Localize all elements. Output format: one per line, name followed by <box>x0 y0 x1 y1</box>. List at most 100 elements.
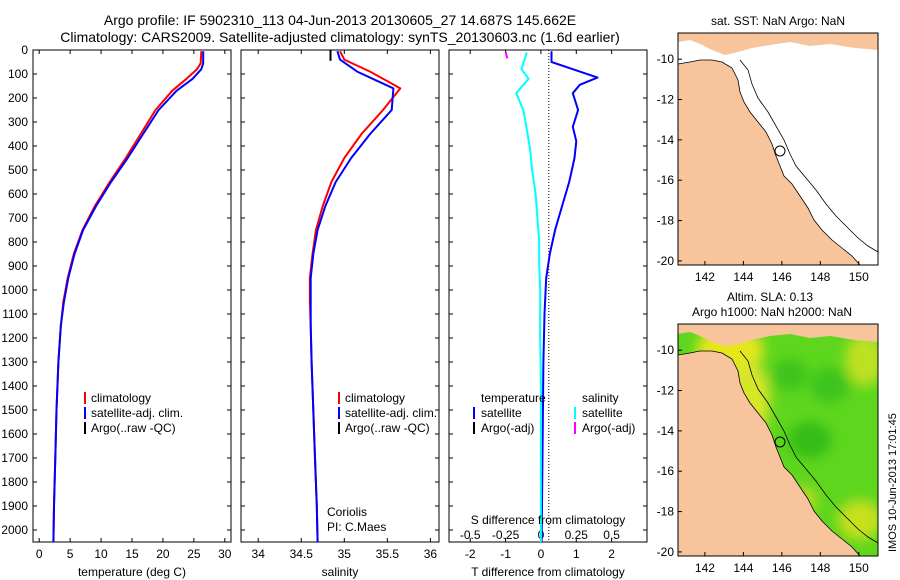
map-bottom-title-line1: Altim. SLA: 0.13 <box>727 290 813 304</box>
map-bottom-frame <box>677 323 879 557</box>
depth-tick-label: 800 <box>8 235 28 249</box>
map-y-tick-label: -14 <box>657 424 675 438</box>
depth-tick-label: 1900 <box>1 499 28 513</box>
legend-heading-salinity: salinity <box>582 391 619 405</box>
map-top-title: sat. SST: NaN Argo: NaN <box>711 14 845 28</box>
legend-label-s-argo: Argo(-adj) <box>582 421 635 435</box>
legend-label-t-satellite: satellite <box>481 406 522 420</box>
x-tick-label: 34.5 <box>290 547 314 561</box>
difference-xlabel-top: S difference from climatology <box>471 513 626 527</box>
map-y-tick-label: -20 <box>657 545 675 559</box>
temperature-legend: climatology satellite-adj. clim. Argo(..… <box>84 391 183 435</box>
map-bottom-argo-marker <box>774 436 786 448</box>
map-top-argo-marker <box>774 145 786 157</box>
map-y-tick-label: -20 <box>657 254 675 268</box>
map-x-tick-label: 148 <box>810 270 830 284</box>
depth-tick-label: 200 <box>8 91 28 105</box>
legend-label-satellite: satellite-adj. clim. <box>91 406 183 420</box>
depth-tick-label: 1000 <box>1 283 28 297</box>
x-tick-label: 10 <box>94 547 108 561</box>
x-tick-label: 0 <box>36 547 43 561</box>
map-y-tick-label: -18 <box>657 214 675 228</box>
map-x-tick-label: 146 <box>772 561 792 575</box>
map-x-tick-label: 142 <box>695 270 715 284</box>
x-tick-label: 35.5 <box>376 547 400 561</box>
x-tick-label: 25 <box>187 547 201 561</box>
map-top-reef-contour <box>739 59 878 253</box>
x-tick-label: 36 <box>424 547 438 561</box>
temperature-series <box>52 51 205 542</box>
x-tick-label: 30 <box>218 547 232 561</box>
series-line-satellite-adj-clim- <box>309 50 395 542</box>
depth-tick-label: 400 <box>8 139 28 153</box>
map-bottom-axes: 142 144 146 148 150 -10 -12 -14 -16 -18 -20 <box>657 343 869 575</box>
series-line-satellite-adj-clim- <box>52 51 205 542</box>
depth-tick-label: 300 <box>8 115 28 129</box>
legend-label-argo: Argo(..raw -QC) <box>345 421 430 435</box>
map-y-tick-label: -16 <box>657 464 675 478</box>
map-top <box>678 33 878 265</box>
depth-tick-label: 500 <box>8 163 28 177</box>
x-tick-label: 15 <box>125 547 139 561</box>
map-y-tick-label: -10 <box>657 52 675 66</box>
x-tick-label: -2 <box>465 547 476 561</box>
map-y-tick-label: -12 <box>657 93 675 107</box>
temperature-panel-frame <box>32 49 232 543</box>
map-y-tick-label: -18 <box>657 505 675 519</box>
difference-legend: temperature satellite Argo(-adj) salinit… <box>473 391 635 435</box>
map-y-tick-label: -14 <box>657 133 675 147</box>
temperature-xlabel: temperature (deg C) <box>78 565 186 579</box>
difference-series <box>504 51 599 542</box>
sla-green-patch3 <box>788 422 832 458</box>
depth-tick-label: 1500 <box>1 403 28 417</box>
depth-tick-label: 1700 <box>1 451 28 465</box>
x-tick-label: 2 <box>608 547 615 561</box>
map-x-tick-label: 146 <box>772 270 792 284</box>
map-bottom-reef-contour <box>739 350 878 544</box>
annotation-coriolis: Coriolis <box>327 505 367 519</box>
header-title-line2: Climatology: CARS2009. Satellite-adjuste… <box>60 29 620 45</box>
s-tick-label: 0.25 <box>565 528 589 542</box>
legend-label-argo: Argo(..raw -QC) <box>91 421 176 435</box>
map-x-tick-label: 142 <box>695 561 715 575</box>
map-bottom-title-line2: Argo h1000: NaN h2000: NaN <box>692 305 852 319</box>
x-tick-label: -1 <box>500 547 511 561</box>
salinity-xlabel: salinity <box>322 565 359 579</box>
legend-label-s-satellite: satellite <box>582 406 623 420</box>
salinity-series <box>308 50 402 542</box>
map-x-tick-label: 144 <box>733 561 753 575</box>
difference-xlabel-bottom: T difference from climatology <box>471 565 625 579</box>
depth-tick-label: 1100 <box>2 307 28 321</box>
map-x-tick-label: 148 <box>810 561 830 575</box>
map-bottom-land-newguinea <box>678 324 878 346</box>
depth-tick-label: 1200 <box>1 331 28 345</box>
map-top-land-newguinea <box>678 33 878 55</box>
salinity-panel-frame <box>240 49 440 543</box>
header-title-line1: Argo profile: IF 5902310_113 04-Jun-2013… <box>104 12 576 28</box>
depth-tick-label: 0 <box>21 43 28 57</box>
series-line-salinity-argo-adj- <box>504 51 509 59</box>
sla-green-patch1 <box>772 359 808 391</box>
salinity-legend: climatology satellite-adj. clim. Argo(..… <box>338 391 437 435</box>
footer-stamp: IMOS 10-Jun-2013 17:01:45 <box>887 413 899 552</box>
series-line-temperature-satellite <box>540 51 599 542</box>
series-line-salinity-satellite <box>515 52 542 542</box>
x-tick-label: 0 <box>538 547 545 561</box>
depth-tick-label: 1600 <box>1 427 28 441</box>
s-tick-label: -0.5 <box>460 528 481 542</box>
map-y-tick-label: -10 <box>657 343 675 357</box>
depth-tick-label: 1300 <box>1 355 28 369</box>
depth-tick-label: 100 <box>8 67 28 81</box>
legend-label-climatology: climatology <box>345 391 405 405</box>
temperature-x-axis: 0 5 10 15 20 25 30 <box>36 50 232 561</box>
map-top-axes: 142 144 146 148 150 -10 -12 -14 -16 -18 -20 <box>657 52 869 284</box>
map-bottom-land-australia <box>678 350 861 556</box>
map-x-tick-label: 144 <box>733 270 753 284</box>
legend-label-climatology: climatology <box>91 391 151 405</box>
s-tick-label: 0.5 <box>603 528 620 542</box>
salinity-x-axis: 34 34.5 35 35.5 36 <box>252 50 438 561</box>
legend-label-t-argo: Argo(-adj) <box>481 421 534 435</box>
annotation-pi: PI: C.Maes <box>327 520 386 534</box>
legend-label-satellite: satellite-adj. clim. <box>345 406 437 420</box>
